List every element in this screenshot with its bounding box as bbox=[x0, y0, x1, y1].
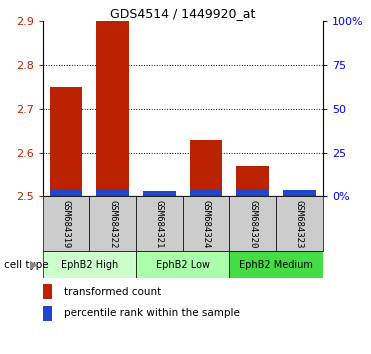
Bar bbox=[43, 284, 52, 299]
Text: EphB2 Medium: EphB2 Medium bbox=[239, 259, 313, 270]
Text: ▶: ▶ bbox=[30, 259, 39, 270]
Bar bbox=[229, 251, 323, 278]
Text: percentile rank within the sample: percentile rank within the sample bbox=[64, 308, 240, 318]
Title: GDS4514 / 1449920_at: GDS4514 / 1449920_at bbox=[110, 7, 255, 20]
Bar bbox=[190, 190, 222, 196]
Text: GSM684322: GSM684322 bbox=[108, 200, 117, 248]
Bar bbox=[229, 196, 276, 251]
Bar bbox=[183, 196, 229, 251]
Text: GSM684320: GSM684320 bbox=[248, 200, 257, 248]
Text: EphB2 High: EphB2 High bbox=[61, 259, 118, 270]
Text: GSM684321: GSM684321 bbox=[155, 200, 164, 248]
Bar bbox=[96, 189, 129, 196]
Bar bbox=[283, 190, 316, 196]
Bar bbox=[143, 191, 176, 196]
Text: GSM684319: GSM684319 bbox=[62, 200, 70, 248]
Bar bbox=[50, 189, 82, 196]
Bar bbox=[236, 189, 269, 196]
Bar bbox=[89, 196, 136, 251]
Bar bbox=[43, 196, 89, 251]
Bar bbox=[136, 196, 183, 251]
Text: EphB2 Low: EphB2 Low bbox=[156, 259, 210, 270]
Text: GSM684323: GSM684323 bbox=[295, 200, 304, 248]
Text: GSM684324: GSM684324 bbox=[201, 200, 211, 248]
Bar bbox=[43, 306, 52, 320]
Text: cell type: cell type bbox=[4, 259, 48, 270]
Bar bbox=[96, 21, 129, 196]
Bar bbox=[190, 139, 222, 196]
Bar bbox=[276, 196, 323, 251]
Bar bbox=[50, 87, 82, 196]
Bar bbox=[43, 251, 136, 278]
Bar bbox=[136, 251, 229, 278]
Bar bbox=[236, 166, 269, 196]
Text: transformed count: transformed count bbox=[64, 287, 161, 297]
